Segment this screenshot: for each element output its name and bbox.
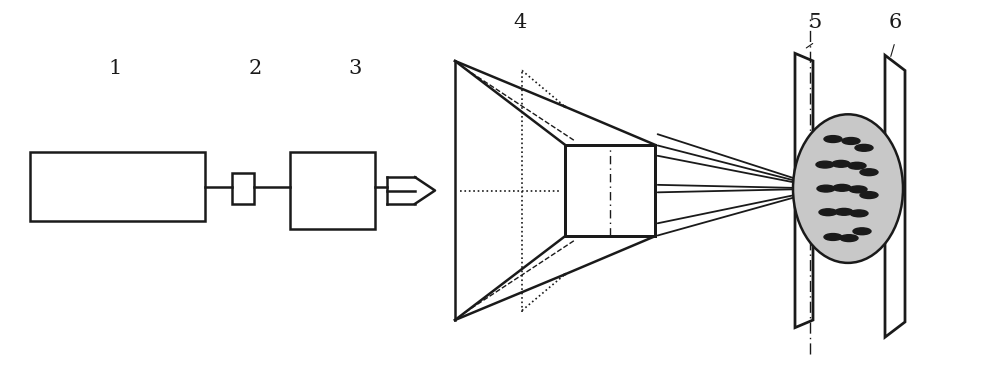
Bar (565, 145, 655, 236)
Circle shape (860, 192, 878, 199)
Circle shape (849, 186, 867, 193)
Circle shape (850, 210, 868, 217)
Circle shape (833, 184, 851, 191)
Circle shape (842, 138, 860, 144)
Circle shape (824, 136, 842, 142)
Circle shape (817, 185, 835, 192)
Polygon shape (885, 55, 905, 337)
Polygon shape (795, 53, 813, 328)
Text: 3: 3 (348, 59, 362, 78)
Ellipse shape (793, 114, 903, 263)
Circle shape (835, 208, 853, 215)
Circle shape (848, 162, 866, 169)
Circle shape (860, 169, 878, 176)
Circle shape (853, 228, 871, 235)
Text: 2: 2 (248, 59, 262, 78)
Bar (232, 173, 254, 204)
Text: 4: 4 (513, 13, 527, 32)
Circle shape (824, 234, 842, 240)
Circle shape (840, 235, 858, 242)
Text: 6: 6 (888, 13, 902, 32)
Bar (290, 152, 375, 229)
Circle shape (832, 160, 850, 167)
Text: 5: 5 (808, 13, 822, 32)
Bar (30, 152, 205, 221)
Circle shape (855, 144, 873, 151)
Circle shape (819, 209, 837, 216)
Text: 1: 1 (108, 59, 122, 78)
Circle shape (816, 161, 834, 168)
